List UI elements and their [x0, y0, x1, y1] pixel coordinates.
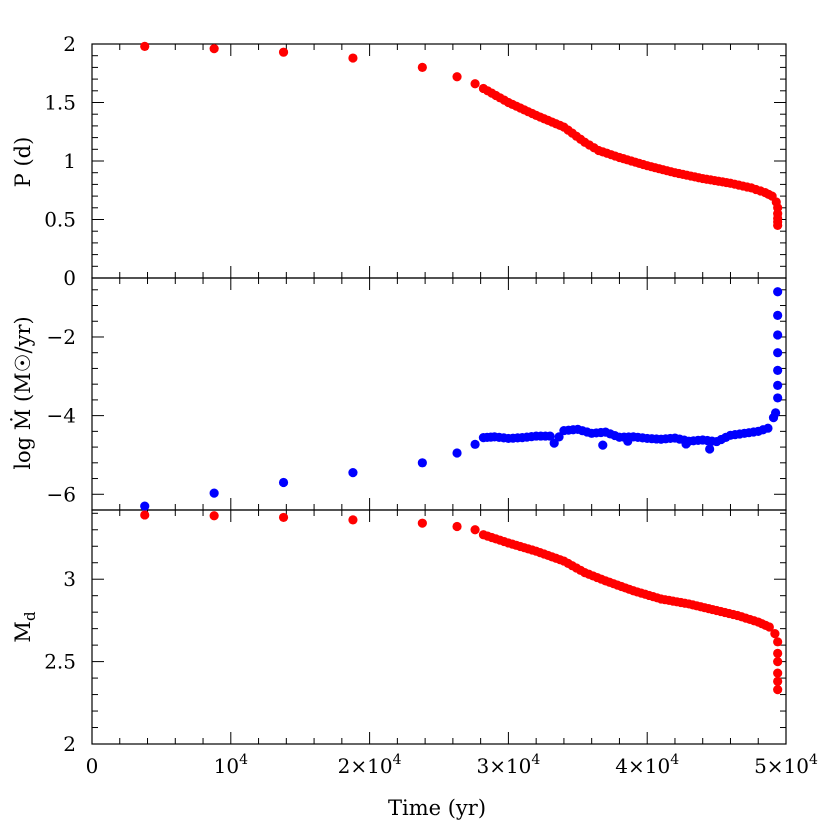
- data-point-mdot: [773, 330, 783, 340]
- data-point-mdot: [598, 440, 608, 450]
- y-tick-label-period: 0.5: [44, 208, 76, 232]
- data-point-mass: [773, 657, 783, 667]
- data-point-mdot: [770, 408, 781, 418]
- tick-marks: [91, 43, 787, 745]
- y-tick-label-period: 1: [63, 149, 76, 173]
- mass-label-main: M: [11, 621, 35, 643]
- data-point-period: [209, 44, 219, 54]
- data-point-mdot: [773, 393, 783, 403]
- data-point-mdot: [209, 488, 219, 498]
- panel-frames: [91, 43, 787, 745]
- mass-label-sub: d: [21, 611, 39, 621]
- data-point-mass: [417, 518, 427, 528]
- panel-frame-mdot: [91, 277, 787, 511]
- y-tick-label-period: 0: [63, 266, 76, 290]
- data-point-mdot: [140, 501, 150, 511]
- panel-frame-mass: [91, 509, 787, 745]
- data-point-mdot: [470, 439, 480, 449]
- data-point-mass: [140, 510, 150, 520]
- y-axis-label-mdot: log Ṁ (M☉/yr): [11, 316, 35, 469]
- data-point-period: [452, 72, 462, 82]
- data-point-mdot: [763, 423, 773, 433]
- y-tick-label-mdot: −4: [47, 404, 76, 428]
- data-point-period: [470, 79, 480, 89]
- data-point-mdot: [554, 432, 564, 442]
- data-point-mdot: [773, 380, 783, 390]
- y-tick-label-period: 1.5: [44, 91, 76, 115]
- y-tick-label-mdot: −2: [47, 325, 76, 349]
- data-point-mdot: [452, 448, 462, 458]
- data-point-mdot: [773, 348, 783, 358]
- data-point-mdot: [623, 436, 633, 446]
- x-tick-label: 104: [214, 752, 248, 778]
- data-point-mdot: [681, 439, 691, 449]
- data-point-period: [348, 53, 358, 63]
- data-point-mass: [773, 676, 783, 686]
- tick-labels: 0 0.5 1 1.5 2 −6 −4 −2 2 2.5 3 0 104 2×104 3×104 4×104 5…: [44, 32, 818, 778]
- y-axis-label-mass: Md: [11, 611, 39, 643]
- y-tick-label-mass: 2: [63, 732, 76, 756]
- data-point-mass: [452, 521, 462, 532]
- panel-frame-period: [91, 43, 787, 279]
- data-point-mdot: [773, 365, 783, 376]
- data-point-mass: [209, 511, 219, 521]
- data-point-mass: [773, 668, 783, 678]
- y-axis-label-period: P (d): [11, 137, 35, 188]
- x-tick-label: 4×104: [615, 752, 679, 778]
- x-tick-label: 5×104: [754, 752, 818, 778]
- data-point-period: [773, 220, 783, 230]
- y-tick-label-period: 2: [63, 32, 76, 56]
- x-tick-label: 0: [86, 754, 99, 778]
- data-point-mdot: [773, 287, 783, 297]
- data-point-mdot: [773, 310, 783, 320]
- data-point-mass: [773, 637, 783, 647]
- y-tick-label-mass: 3: [63, 567, 76, 591]
- data-point-mdot: [549, 438, 559, 448]
- data-point-period: [140, 41, 150, 51]
- y-tick-label-mass: 2.5: [44, 650, 76, 674]
- data-point-mass: [773, 685, 783, 695]
- data-point-mdot: [705, 444, 715, 454]
- data-point-mdot: [545, 431, 555, 441]
- data-point-mdot: [417, 458, 427, 468]
- data-point-mass: [770, 628, 780, 639]
- data-point-mass: [764, 622, 774, 632]
- data-point-period: [417, 62, 427, 72]
- y-tick-label-mdot: −6: [47, 482, 76, 506]
- data-point-mass: [278, 512, 289, 523]
- data-point-mdot: [348, 468, 358, 478]
- data-point-mdot: [278, 477, 289, 488]
- data-points: [140, 41, 783, 695]
- x-tick-label: 2×104: [338, 752, 402, 778]
- data-point-mass: [470, 525, 480, 535]
- data-point-mass: [348, 515, 358, 525]
- data-point-mass: [773, 648, 783, 658]
- x-axis-label: Time (yr): [388, 796, 486, 820]
- x-tick-label: 3×104: [476, 752, 540, 778]
- data-point-period: [278, 47, 289, 57]
